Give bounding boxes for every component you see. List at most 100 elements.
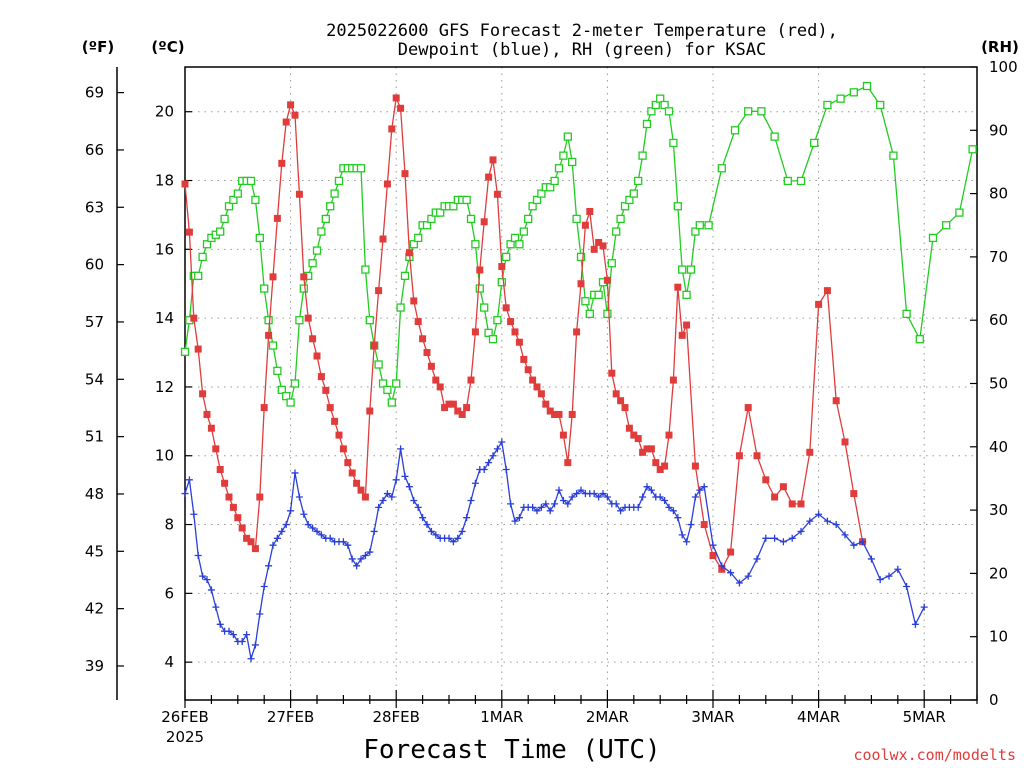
- temperature-point: [797, 500, 805, 508]
- rh-point: [629, 189, 638, 198]
- rh-point: [902, 309, 911, 319]
- dewpoint-point: [832, 521, 840, 529]
- dewpoint-point: [449, 538, 457, 546]
- temperature-point: [463, 404, 471, 412]
- dewpoint-point: [247, 655, 255, 663]
- grid-lines: [185, 67, 977, 700]
- dewpoint-point: [555, 486, 563, 494]
- dewpoint-point: [397, 445, 405, 453]
- temperature-point: [471, 328, 479, 336]
- dewpoint-point: [735, 579, 743, 587]
- rh-point: [374, 360, 383, 369]
- dewpoint-point: [529, 503, 537, 511]
- temperature-point: [423, 349, 431, 357]
- fahrenheit-tick-label: 69: [85, 84, 104, 102]
- temperature-point: [647, 445, 655, 453]
- rh-point: [594, 290, 603, 300]
- dewpoint-point: [300, 510, 308, 518]
- dewpoint-point: [515, 514, 523, 522]
- dewpoint-point: [867, 555, 875, 563]
- dewpoint-point: [388, 493, 396, 501]
- rh-point: [255, 233, 264, 243]
- fahrenheit-tick-label: 63: [85, 198, 104, 216]
- rh-point: [682, 290, 691, 300]
- rh-point: [471, 240, 480, 249]
- rh-point: [620, 202, 630, 211]
- rh-tick-label: 30: [989, 501, 1008, 519]
- dewpoint-point: [823, 517, 831, 525]
- dewpoint-point: [502, 466, 510, 474]
- temperature-point: [603, 276, 611, 284]
- rh-point: [282, 392, 291, 401]
- fahrenheit-tick-label: 60: [85, 256, 104, 274]
- rh-point: [757, 107, 766, 116]
- rh-point: [647, 107, 656, 116]
- temperature-point: [630, 431, 638, 439]
- rh-point: [968, 145, 977, 154]
- temperature-point: [194, 345, 202, 353]
- rh-point: [422, 221, 432, 230]
- rh-point: [744, 107, 753, 116]
- rh-tick-label: 100: [989, 58, 1018, 76]
- dewpoint-point: [410, 496, 418, 504]
- rh-point: [532, 195, 542, 205]
- temperature-point: [533, 383, 541, 391]
- rh-tick-label: 40: [989, 438, 1008, 456]
- temperature-point: [744, 404, 752, 412]
- rh-point: [194, 271, 203, 281]
- temperature-point: [771, 493, 779, 501]
- temperature-point: [498, 263, 506, 271]
- rh-line: [184, 85, 974, 405]
- dewpoint-point: [260, 582, 268, 590]
- rh-tick-label: 60: [989, 311, 1008, 329]
- x-tick-label: 26FEB: [161, 708, 208, 726]
- rh-point: [581, 297, 590, 306]
- rh-point: [497, 278, 506, 287]
- dewpoint-point: [498, 438, 506, 446]
- temperature-point: [458, 410, 466, 418]
- temperature-point: [665, 431, 673, 439]
- rh-point: [308, 259, 317, 268]
- temperature-point: [608, 369, 616, 377]
- rh-point: [770, 132, 779, 141]
- dewpoint-point: [493, 445, 501, 453]
- temperature-point: [727, 548, 735, 556]
- temperature-point: [185, 228, 193, 236]
- temperature-point: [502, 304, 510, 312]
- dewpoint-point: [665, 503, 673, 511]
- rh-point: [616, 214, 625, 224]
- dewpoint-point: [212, 603, 220, 611]
- temperature-point: [225, 493, 233, 501]
- rh-tick-label: 70: [989, 248, 1008, 266]
- temperature-point: [331, 417, 339, 425]
- celsius-unit-label: (ºC): [151, 38, 184, 56]
- chart-title-line-2: Dewpoint (blue), RH (green) for KSAC: [398, 40, 766, 60]
- chart-title-line-1: 2025022600 GFS Forecast 2-meter Temperat…: [326, 21, 838, 41]
- dewpoint-point: [537, 503, 545, 511]
- temperature-point: [190, 314, 198, 322]
- series-layer: [180, 81, 977, 663]
- rh-point: [678, 265, 687, 274]
- dewpoint-point: [599, 490, 607, 498]
- temperature-point: [661, 462, 669, 470]
- rh-point: [409, 240, 418, 249]
- dewpoint-point: [507, 500, 515, 508]
- dewpoint-point: [414, 503, 422, 511]
- rh-point: [691, 227, 700, 236]
- temperature-point: [247, 538, 255, 546]
- rh-point: [246, 176, 256, 186]
- rh-point: [383, 385, 392, 394]
- rh-point: [638, 151, 647, 160]
- temperature-point: [524, 366, 532, 374]
- dewpoint-point: [678, 531, 686, 539]
- rh-point: [264, 316, 273, 325]
- temperature-point: [639, 448, 647, 456]
- rh-point: [519, 227, 528, 236]
- dewpoint-point: [185, 476, 193, 484]
- dewpoint-point: [427, 527, 435, 535]
- dewpoint-point: [326, 534, 334, 542]
- rh-point: [502, 252, 511, 262]
- rh-point: [585, 309, 594, 319]
- dewpoint-point: [370, 527, 378, 535]
- rh-point: [378, 379, 388, 388]
